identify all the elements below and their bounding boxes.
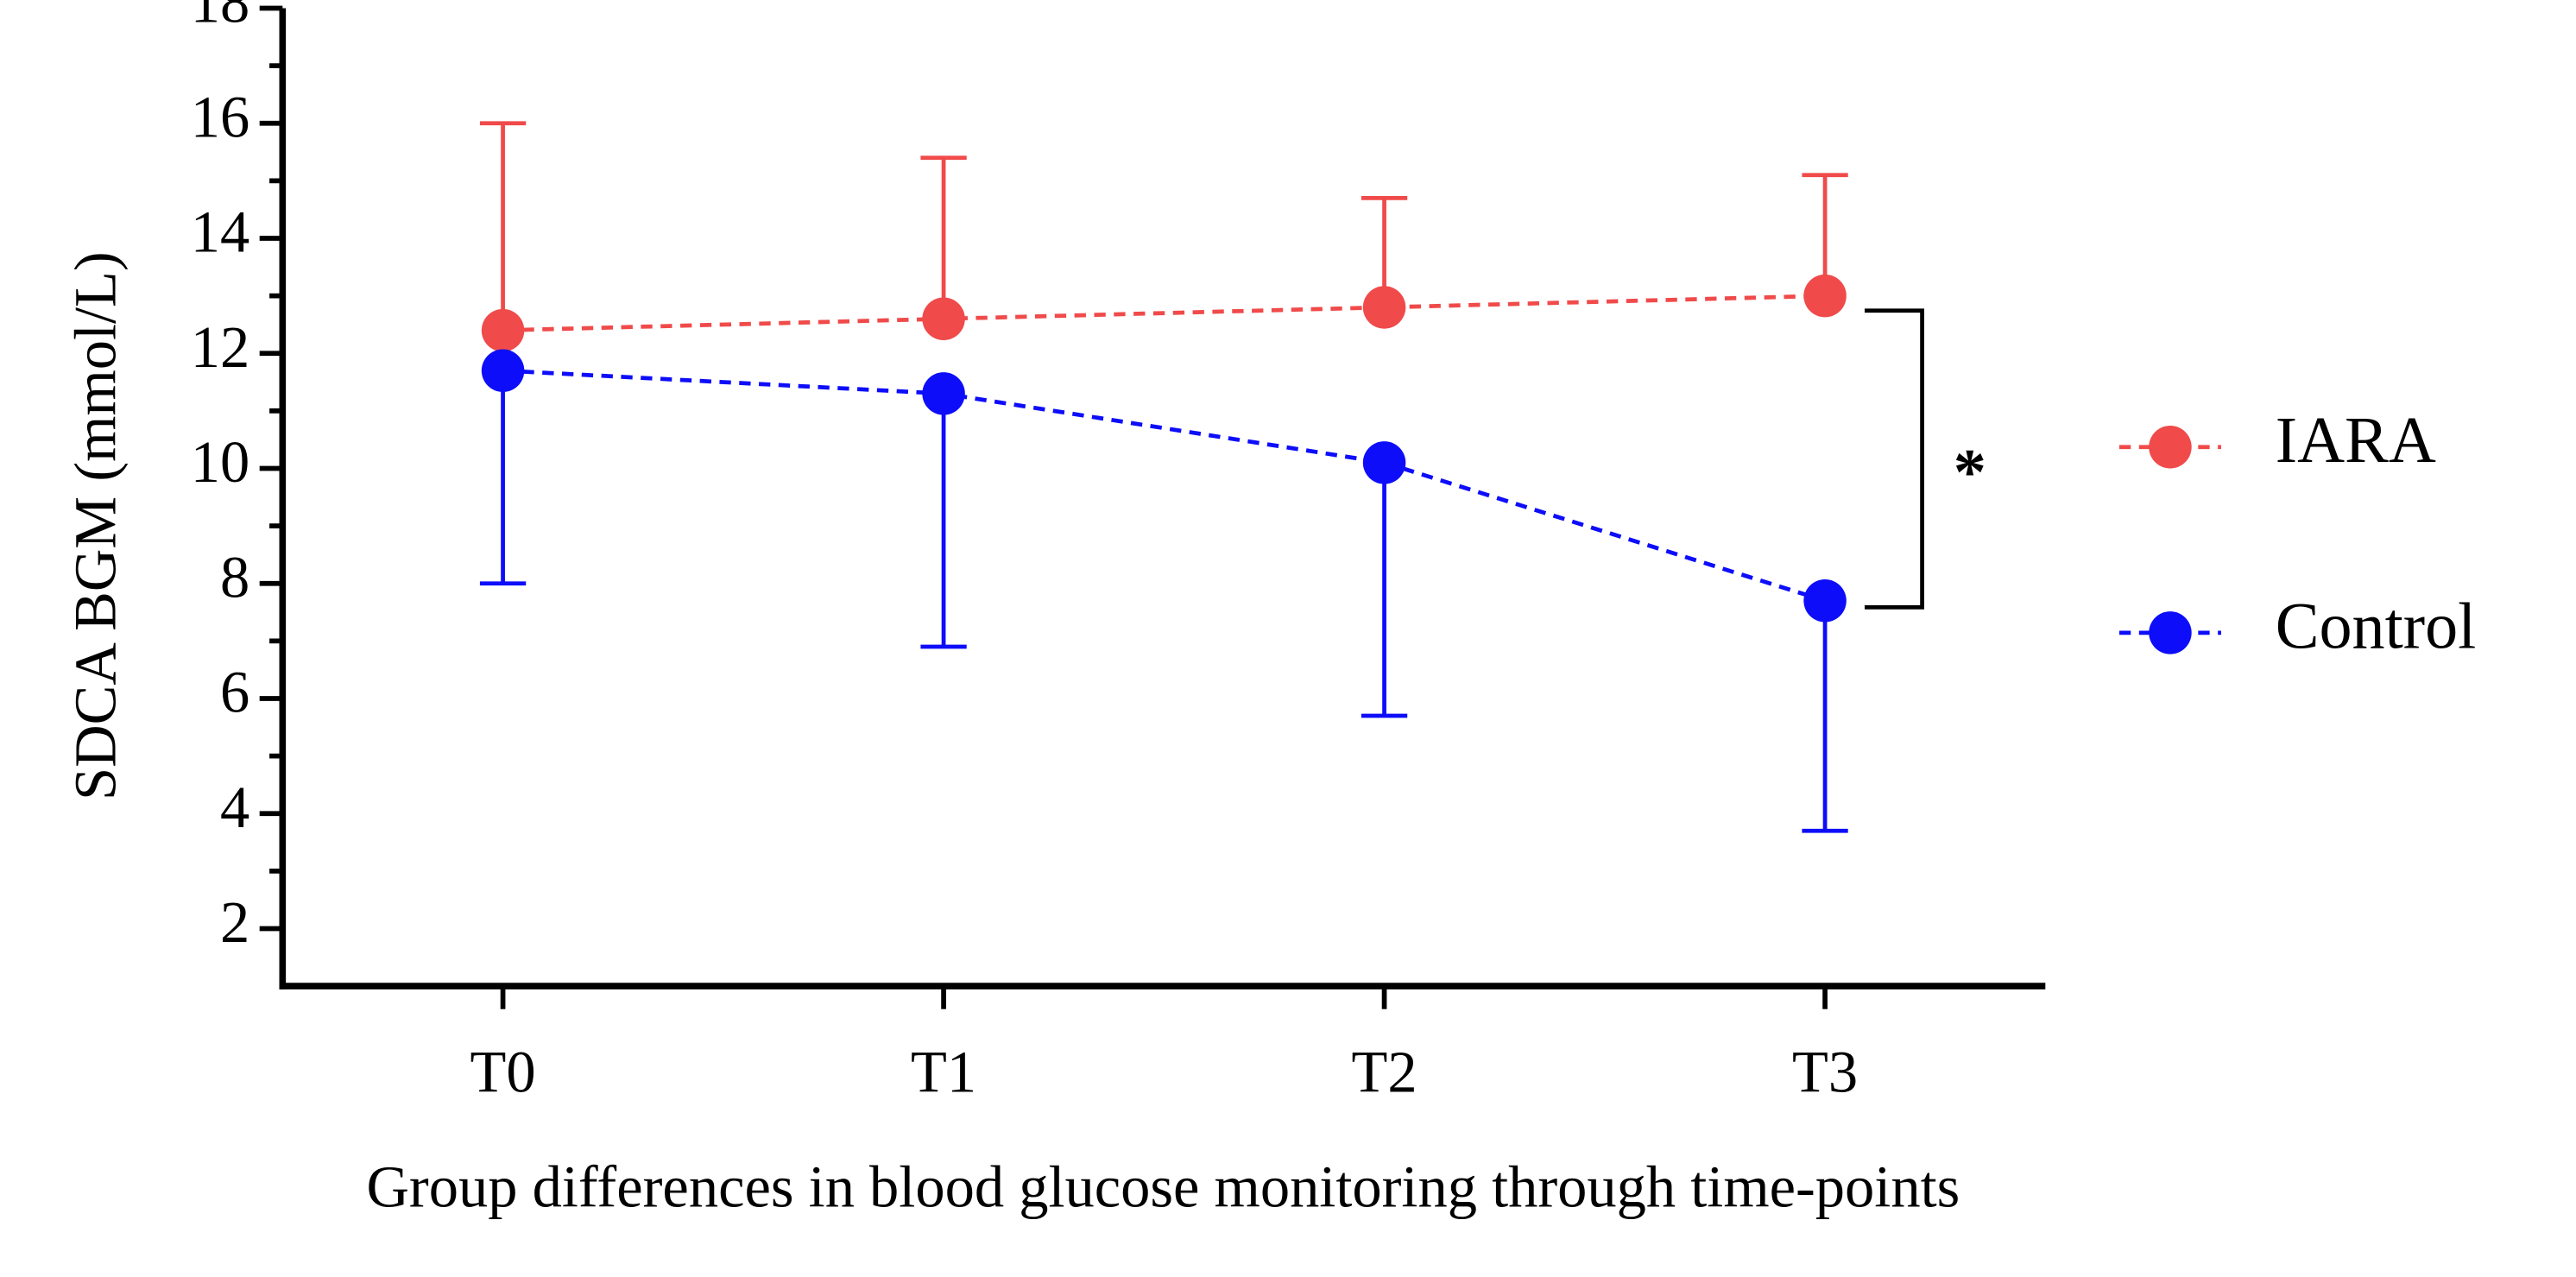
legend-label: IARA: [2276, 404, 2436, 477]
error-bar: [920, 155, 967, 319]
legend-label: Control: [2276, 590, 2477, 662]
legend-marker: [2149, 426, 2192, 469]
data-point: [481, 349, 525, 392]
data-point: [1803, 274, 1847, 318]
data-point: [1362, 286, 1406, 329]
series-line: [502, 368, 1826, 603]
x-tick-label: T3: [1792, 1039, 1858, 1104]
data-point: [1362, 441, 1406, 484]
y-tick-label: 8: [220, 544, 249, 610]
legend-marker: [2149, 611, 2192, 654]
y-tick-label: 16: [191, 84, 249, 149]
y-tick-label: 18: [191, 0, 249, 35]
error-bar: [479, 370, 527, 586]
x-tick-label: T0: [470, 1039, 536, 1104]
data-point: [922, 297, 965, 341]
y-axis-label: SDCA BGM (mmol/L): [63, 251, 129, 800]
series-line: [502, 294, 1826, 332]
x-axis-label: Group differences in blood glucose monit…: [366, 1154, 1960, 1220]
y-tick-label: 2: [220, 889, 249, 955]
x-tick-label: T2: [1352, 1039, 1417, 1104]
significance-bracket: [1864, 308, 1924, 610]
x-tick-label: T1: [911, 1039, 976, 1104]
error-bar: [920, 393, 967, 649]
y-tick-label: 10: [191, 429, 249, 495]
error-bar: [1361, 462, 1408, 718]
y-tick-label: 12: [191, 314, 249, 380]
data-point: [1803, 578, 1847, 623]
error-bar: [1802, 600, 1848, 833]
error-bar: [479, 121, 527, 331]
data-point: [481, 308, 525, 352]
y-tick-label: 4: [220, 774, 249, 840]
y-tick-label: 6: [220, 660, 249, 725]
y-tick-label: 14: [191, 199, 249, 265]
data-point: [922, 372, 965, 415]
significance-label: *: [1954, 436, 1986, 509]
